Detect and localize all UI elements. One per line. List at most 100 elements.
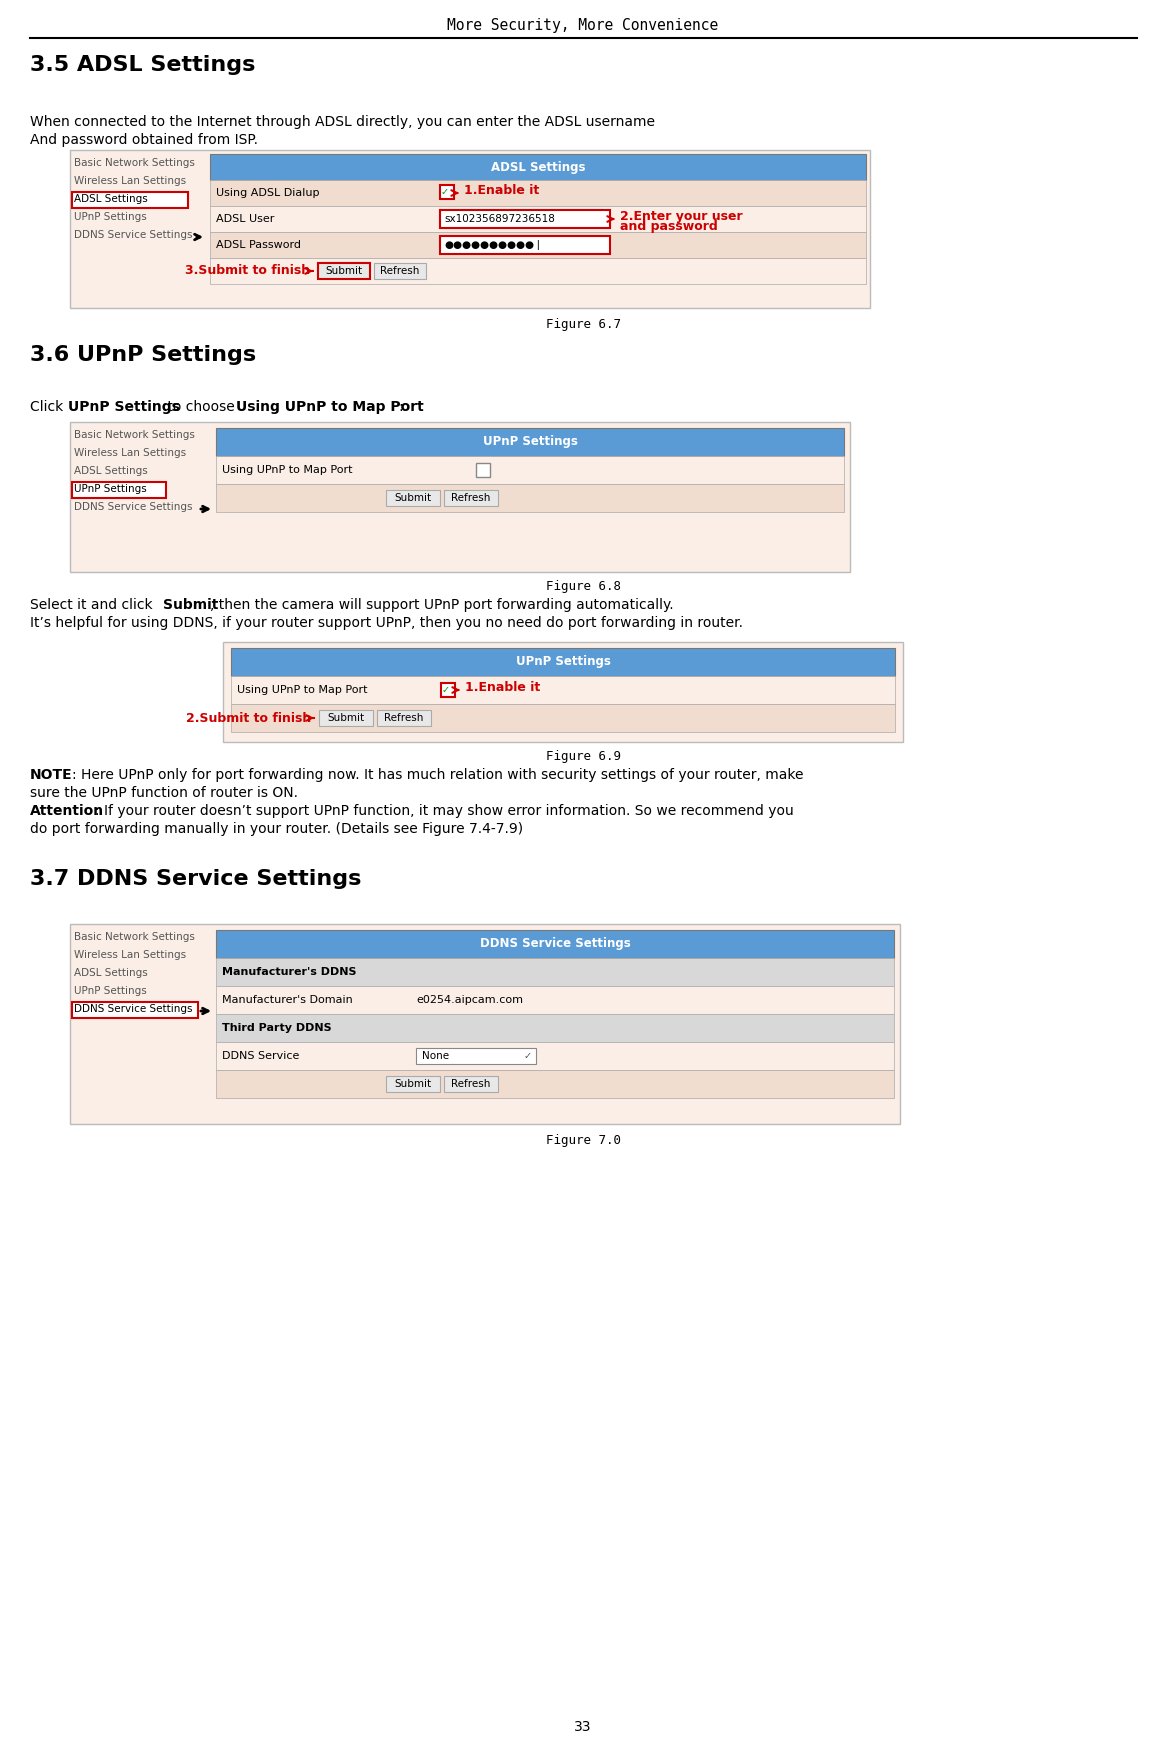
Bar bbox=[216, 484, 844, 512]
Text: Refresh: Refresh bbox=[452, 493, 490, 503]
Text: sure the UPnP function of router is ON.: sure the UPnP function of router is ON. bbox=[30, 787, 298, 801]
Text: Basic Network Settings: Basic Network Settings bbox=[74, 157, 195, 168]
Bar bbox=[210, 259, 866, 283]
Bar bbox=[231, 676, 895, 704]
Bar bbox=[210, 180, 866, 206]
Bar bbox=[440, 236, 610, 253]
Bar bbox=[70, 925, 900, 1124]
Text: UPnP Settings: UPnP Settings bbox=[516, 656, 610, 668]
Text: Figure 7.0: Figure 7.0 bbox=[545, 1134, 621, 1147]
Text: 3.Submit to finish: 3.Submit to finish bbox=[184, 264, 310, 278]
Bar bbox=[210, 154, 866, 180]
Bar bbox=[223, 642, 903, 741]
Text: 1.Enable it: 1.Enable it bbox=[464, 184, 539, 198]
Text: UPnP Settings: UPnP Settings bbox=[74, 484, 147, 495]
Text: DDNS Service Settings: DDNS Service Settings bbox=[74, 502, 193, 512]
Bar bbox=[216, 428, 844, 456]
Text: Select it and click: Select it and click bbox=[30, 598, 158, 612]
Bar bbox=[216, 930, 894, 958]
Bar bbox=[476, 463, 490, 477]
Text: ADSL Settings: ADSL Settings bbox=[491, 161, 585, 173]
Text: UPnP Settings: UPnP Settings bbox=[68, 400, 180, 414]
Text: : Here UPnP only for port forwarding now. It has much relation with security set: : Here UPnP only for port forwarding now… bbox=[72, 767, 804, 781]
Text: : If your router doesn’t support UPnP function, it may show error information. S: : If your router doesn’t support UPnP fu… bbox=[95, 804, 794, 818]
Text: NOTE: NOTE bbox=[30, 767, 72, 781]
Text: 1.Enable it: 1.Enable it bbox=[464, 682, 540, 694]
Text: 3.5 ADSL Settings: 3.5 ADSL Settings bbox=[30, 54, 256, 75]
Bar bbox=[373, 262, 426, 280]
Bar bbox=[216, 986, 894, 1014]
Text: 2.Enter your user: 2.Enter your user bbox=[620, 210, 742, 224]
Text: ADSL User: ADSL User bbox=[216, 213, 274, 224]
Text: Using UPnP to Map Port: Using UPnP to Map Port bbox=[237, 685, 368, 696]
Text: 3.6 UPnP Settings: 3.6 UPnP Settings bbox=[30, 344, 256, 365]
Bar bbox=[72, 482, 166, 498]
Text: ADSL Settings: ADSL Settings bbox=[74, 467, 148, 475]
Text: e0254.aipcam.com: e0254.aipcam.com bbox=[415, 995, 523, 1005]
Text: And password obtained from ISP.: And password obtained from ISP. bbox=[30, 133, 258, 147]
Text: ADSL Password: ADSL Password bbox=[216, 239, 301, 250]
Bar bbox=[386, 489, 440, 505]
Text: Manufacturer's DDNS: Manufacturer's DDNS bbox=[222, 967, 356, 977]
Text: ✓: ✓ bbox=[442, 685, 450, 696]
Text: Using UPnP to Map Port: Using UPnP to Map Port bbox=[222, 465, 352, 475]
Text: ADSL Settings: ADSL Settings bbox=[74, 194, 148, 205]
Bar bbox=[72, 192, 188, 208]
Text: 2.Submit to finish: 2.Submit to finish bbox=[186, 711, 310, 724]
Text: Wireless Lan Settings: Wireless Lan Settings bbox=[74, 177, 186, 185]
Text: DDNS Service Settings: DDNS Service Settings bbox=[74, 1003, 193, 1014]
Bar bbox=[443, 1077, 498, 1092]
Bar bbox=[216, 1070, 894, 1098]
Bar bbox=[415, 1049, 536, 1065]
Bar bbox=[216, 1042, 894, 1070]
Text: Submit: Submit bbox=[394, 493, 432, 503]
Bar bbox=[72, 1002, 198, 1017]
Bar bbox=[70, 421, 850, 572]
Text: 3.7 DDNS Service Settings: 3.7 DDNS Service Settings bbox=[30, 869, 362, 890]
Text: Figure 6.9: Figure 6.9 bbox=[545, 750, 621, 762]
Text: Basic Network Settings: Basic Network Settings bbox=[74, 430, 195, 440]
Text: DDNS Service: DDNS Service bbox=[222, 1051, 300, 1061]
Text: When connected to the Internet through ADSL directly, you can enter the ADSL use: When connected to the Internet through A… bbox=[30, 115, 655, 129]
Text: and password: and password bbox=[620, 220, 718, 232]
Bar bbox=[231, 704, 895, 732]
Bar bbox=[443, 489, 498, 505]
Text: 33: 33 bbox=[574, 1720, 592, 1734]
Text: Using UPnP to Map Port: Using UPnP to Map Port bbox=[236, 400, 424, 414]
Text: UPnP Settings: UPnP Settings bbox=[483, 435, 578, 449]
Text: Third Party DDNS: Third Party DDNS bbox=[222, 1023, 331, 1033]
Bar bbox=[231, 649, 895, 676]
Text: Submit: Submit bbox=[328, 713, 364, 724]
Text: Refresh: Refresh bbox=[380, 266, 420, 276]
Text: It’s helpful for using DDNS, if your router support UPnP, then you no need do po: It’s helpful for using DDNS, if your rou… bbox=[30, 615, 743, 629]
Text: UPnP Settings: UPnP Settings bbox=[74, 212, 147, 222]
Text: ●●●●●●●●●●❘: ●●●●●●●●●●❘ bbox=[443, 239, 543, 250]
Bar bbox=[210, 232, 866, 259]
Bar bbox=[216, 958, 894, 986]
Text: Submit: Submit bbox=[326, 266, 363, 276]
Text: ✓: ✓ bbox=[441, 187, 449, 198]
Text: ✓: ✓ bbox=[524, 1051, 532, 1061]
Bar bbox=[377, 710, 431, 725]
Text: do port forwarding manually in your router. (Details see Figure 7.4-7.9): do port forwarding manually in your rout… bbox=[30, 822, 523, 836]
Text: Refresh: Refresh bbox=[384, 713, 424, 724]
Text: Wireless Lan Settings: Wireless Lan Settings bbox=[74, 447, 186, 458]
Bar bbox=[386, 1077, 440, 1092]
Bar bbox=[317, 262, 370, 280]
Text: Submit: Submit bbox=[163, 598, 218, 612]
Text: Figure 6.7: Figure 6.7 bbox=[545, 318, 621, 330]
Text: None: None bbox=[422, 1051, 449, 1061]
Text: Submit: Submit bbox=[394, 1079, 432, 1089]
Text: UPnP Settings: UPnP Settings bbox=[74, 986, 147, 996]
Bar bbox=[441, 683, 455, 697]
Bar bbox=[216, 1014, 894, 1042]
Bar bbox=[440, 185, 454, 199]
Bar bbox=[70, 150, 871, 308]
Text: Manufacturer's Domain: Manufacturer's Domain bbox=[222, 995, 352, 1005]
Text: Using ADSL Dialup: Using ADSL Dialup bbox=[216, 189, 320, 198]
Bar bbox=[440, 210, 610, 227]
Text: DDNS Service Settings: DDNS Service Settings bbox=[74, 231, 193, 239]
Text: to choose: to choose bbox=[163, 400, 239, 414]
Text: Click: Click bbox=[30, 400, 68, 414]
Text: :: : bbox=[398, 400, 403, 414]
